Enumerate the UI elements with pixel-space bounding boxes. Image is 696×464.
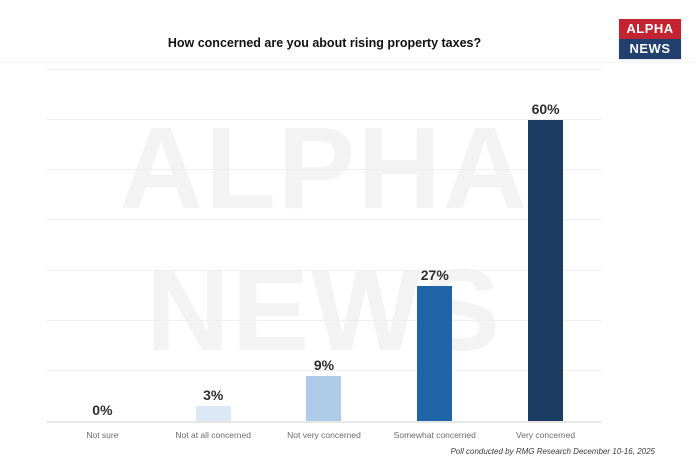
bar-value-label: 27% bbox=[420, 266, 449, 283]
category-label: Not at all concerned bbox=[175, 430, 251, 440]
category-label: Not very concerned bbox=[287, 430, 361, 440]
bar-value-label: 0% bbox=[92, 402, 113, 418]
bar bbox=[417, 285, 453, 421]
bar bbox=[195, 405, 231, 421]
bar-value-label: 60% bbox=[531, 101, 560, 118]
logo-news-text: NEWS bbox=[619, 39, 681, 59]
gridline-30 bbox=[47, 269, 601, 271]
poll-credit: Poll conducted by RMG Research December … bbox=[450, 447, 655, 456]
bar-column: 60% Very concerned bbox=[490, 70, 601, 440]
gridline-70 bbox=[47, 69, 601, 70]
bar-column: 3% Not at all concerned bbox=[158, 70, 269, 440]
bar bbox=[306, 375, 342, 421]
gridline-40 bbox=[47, 219, 601, 221]
bar bbox=[528, 120, 564, 421]
logo-alpha-text: ALPHA bbox=[619, 19, 681, 39]
chart-title: How concerned are you about rising prope… bbox=[167, 36, 482, 50]
bar-column: 0% Not sure bbox=[47, 70, 158, 441]
category-label: Very concerned bbox=[516, 430, 576, 440]
alpha-news-logo: ALPHA NEWS bbox=[619, 19, 681, 59]
bar-column: 9% Not very concerned bbox=[269, 70, 380, 440]
gridlines bbox=[47, 69, 601, 421]
plot-area: ALPHA NEWS 0% Not sure 3% Not at all concer… bbox=[47, 69, 601, 441]
bar-column: 27% Somewhat concerned bbox=[379, 70, 490, 440]
header-divider bbox=[0, 62, 696, 63]
category-label: Somewhat concerned bbox=[393, 430, 476, 440]
category-label: Not sure bbox=[86, 430, 119, 440]
bar-value-label: 9% bbox=[313, 356, 335, 373]
gridline-50 bbox=[47, 169, 601, 171]
gridline-20 bbox=[47, 319, 601, 321]
gridline-10 bbox=[47, 369, 601, 371]
bars: 0% Not sure 3% Not at all concerned 9% Not ve… bbox=[47, 70, 601, 441]
bar-value-label: 3% bbox=[203, 386, 224, 403]
gridline-60 bbox=[47, 119, 601, 121]
